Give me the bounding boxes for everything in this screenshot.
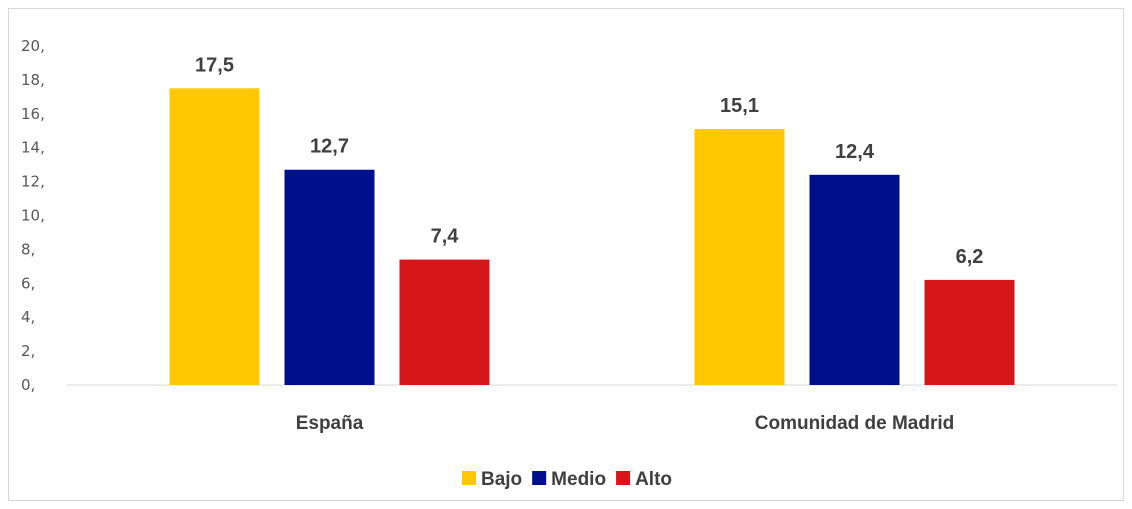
chart-frame: 0, 2, 4, 6, 8, 10, 12, 14, 16, 18, 20, 17,5 12,7 7,4… xyxy=(8,8,1124,501)
data-label: 15,1 xyxy=(720,95,759,117)
y-tick-label: 16, xyxy=(21,105,45,123)
category-labels: España Comunidad de Madrid xyxy=(296,413,955,434)
data-label: 6,2 xyxy=(956,246,984,268)
bar-chart: 0, 2, 4, 6, 8, 10, 12, 14, 16, 18, 20, 17,5 12,7 7,4… xyxy=(21,37,1117,490)
bar-bajo-0 xyxy=(169,88,260,385)
category-label: España xyxy=(296,413,364,434)
y-tick-label: 8, xyxy=(21,240,35,258)
bar-alto-0 xyxy=(399,259,490,385)
data-label: 12,4 xyxy=(835,141,875,163)
y-tick-label: 18, xyxy=(21,71,45,89)
category-label: Comunidad de Madrid xyxy=(755,413,955,434)
legend-label: Medio xyxy=(551,469,606,490)
data-label: 7,4 xyxy=(431,226,460,248)
bars-group xyxy=(169,88,1015,385)
y-tick-label: 10, xyxy=(21,207,45,225)
legend-swatch-bajo xyxy=(461,471,476,485)
data-label: 17,5 xyxy=(195,54,234,76)
bar-alto-1 xyxy=(924,279,1015,385)
y-tick-label: 4, xyxy=(21,308,35,326)
y-tick-label: 0, xyxy=(21,376,35,394)
data-label: 12,7 xyxy=(310,136,349,158)
y-tick-label: 20, xyxy=(21,37,45,55)
y-tick-label: 12, xyxy=(21,173,45,191)
legend-label: Alto xyxy=(635,469,672,490)
data-labels: 17,5 12,7 7,4 15,1 12,4 6,2 xyxy=(195,54,983,268)
legend: Bajo Medio Alto xyxy=(461,469,672,490)
legend-swatch-medio xyxy=(532,471,547,485)
y-tick-label: 6, xyxy=(21,274,35,292)
legend-label: Bajo xyxy=(481,469,522,490)
y-tick-label: 14, xyxy=(21,139,45,157)
bar-medio-1 xyxy=(809,174,900,385)
bar-bajo-1 xyxy=(694,129,785,385)
y-tick-label: 2, xyxy=(21,342,35,360)
y-axis-ticks: 0, 2, 4, 6, 8, 10, 12, 14, 16, 18, 20, xyxy=(21,37,45,394)
bar-medio-0 xyxy=(284,169,375,385)
legend-swatch-alto xyxy=(616,471,631,485)
